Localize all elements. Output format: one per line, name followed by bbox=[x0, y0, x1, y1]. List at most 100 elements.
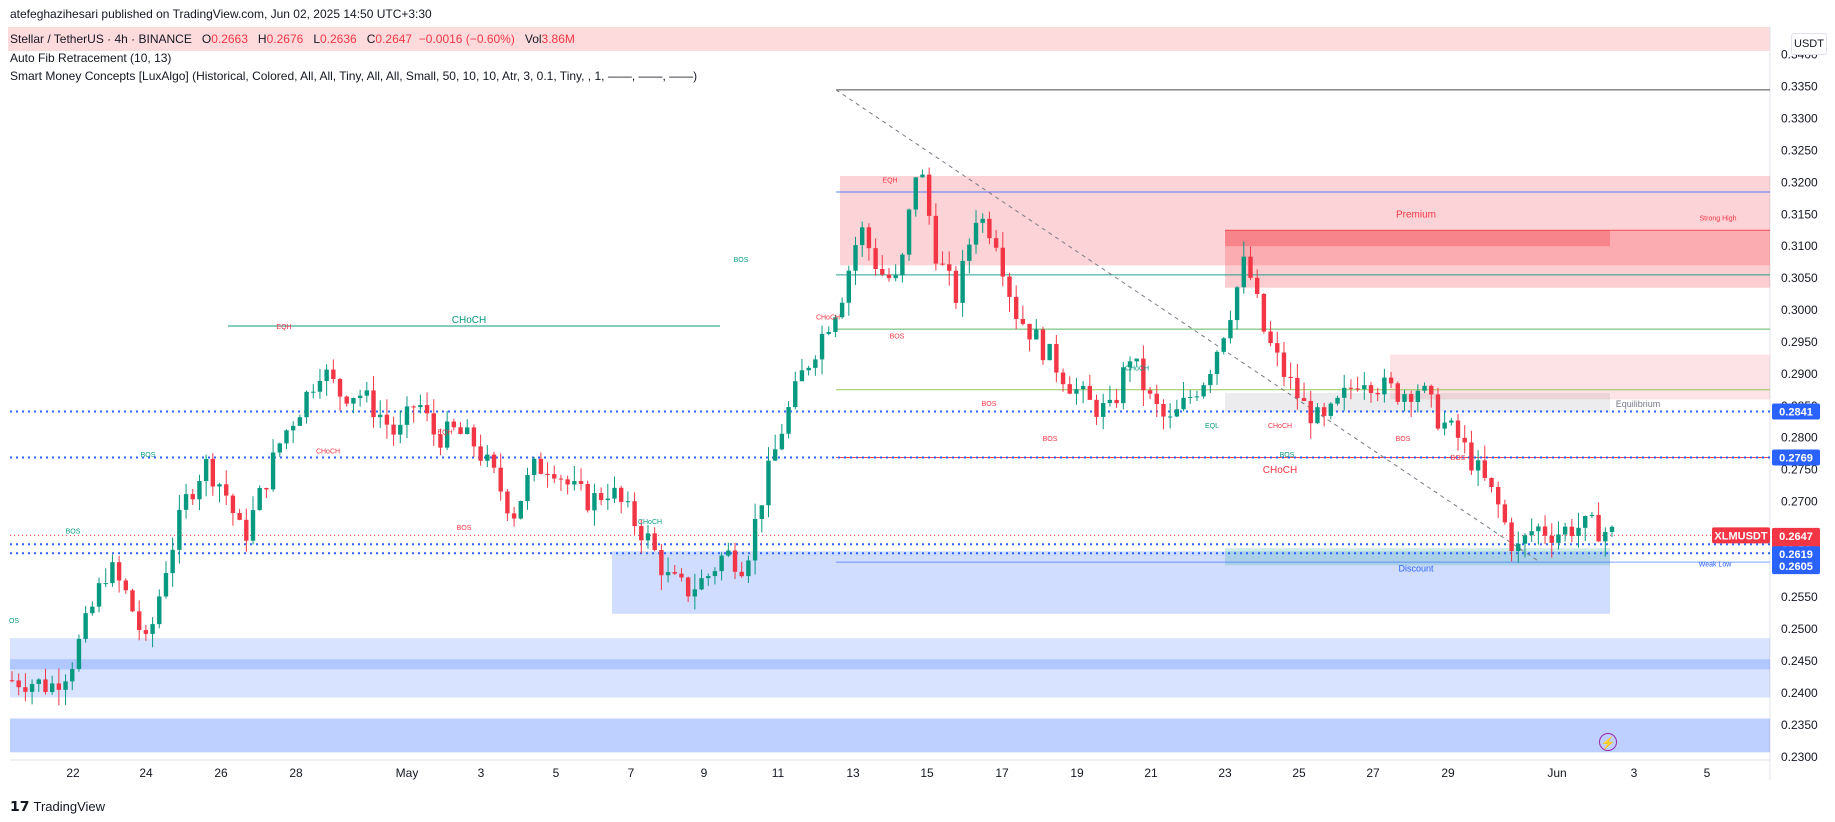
candle-body bbox=[170, 549, 175, 574]
candle-body bbox=[150, 624, 155, 634]
candle-body bbox=[1542, 526, 1548, 536]
candle-body bbox=[833, 317, 838, 332]
price-badge-bg bbox=[1772, 403, 1820, 420]
y-tick-label: 0.2450 bbox=[1781, 654, 1818, 668]
price-chart[interactable]: CHoCH EQH BOS BOS CHoCH EQH BOS BOS CHoCH BOS EQH C… bbox=[0, 26, 1835, 796]
change-value: −0.0016 (−0.60%) bbox=[418, 32, 515, 46]
candle-body bbox=[451, 421, 457, 428]
candle-body bbox=[1034, 329, 1039, 340]
annotation-eql: EQL bbox=[1205, 423, 1219, 430]
candle-body bbox=[317, 380, 323, 392]
y-tick-label: 0.3000 bbox=[1781, 303, 1818, 317]
x-tick-label: 13 bbox=[846, 766, 860, 780]
candle-body bbox=[552, 474, 557, 479]
candle-body bbox=[1335, 397, 1340, 404]
y-tick-label: 0.2400 bbox=[1781, 686, 1818, 700]
candle-body bbox=[1348, 387, 1354, 389]
candle-body bbox=[36, 679, 41, 684]
candle-body bbox=[1288, 376, 1293, 378]
candle-body bbox=[16, 680, 21, 688]
candle-body bbox=[1495, 486, 1501, 505]
candle-body bbox=[56, 683, 62, 690]
discount-zone-bottom bbox=[10, 718, 1770, 753]
indicator-smc-legend[interactable]: Smart Money Concepts [LuxAlgo] (Historic… bbox=[10, 69, 698, 83]
candle-body bbox=[103, 583, 108, 585]
candle-body bbox=[217, 484, 222, 487]
high-value: 0.2676 bbox=[266, 32, 304, 46]
candle-body bbox=[612, 487, 617, 499]
candle-body bbox=[1188, 397, 1193, 399]
candle-body bbox=[652, 533, 657, 550]
candle-body bbox=[947, 264, 952, 271]
currency-selector[interactable]: USDT bbox=[1791, 33, 1827, 55]
candle-body bbox=[1013, 296, 1019, 320]
price-badge-bg bbox=[1772, 558, 1820, 575]
candle-body bbox=[1054, 343, 1059, 373]
candle-body bbox=[364, 390, 370, 396]
candle-body bbox=[960, 260, 965, 303]
candle-body bbox=[1254, 277, 1260, 295]
symbol-name: Stellar / TetherUS · 4h · BINANCE bbox=[10, 32, 192, 46]
candle-body bbox=[1295, 377, 1300, 399]
x-tick-label: 15 bbox=[920, 766, 934, 780]
candle-body bbox=[505, 491, 510, 514]
x-tick-label: 26 bbox=[214, 766, 228, 780]
candle-body bbox=[866, 227, 872, 249]
candle-body bbox=[398, 424, 403, 435]
candle-body bbox=[1107, 399, 1113, 404]
candle-body bbox=[1221, 338, 1226, 352]
candle-body bbox=[1449, 420, 1454, 423]
candle-body bbox=[163, 573, 169, 597]
candle-body bbox=[1368, 385, 1374, 393]
candle-body bbox=[900, 254, 905, 276]
candle-body bbox=[860, 227, 865, 246]
candle-body bbox=[491, 454, 497, 468]
candle-body bbox=[183, 494, 189, 510]
candles bbox=[9, 167, 1615, 706]
x-tick-label: 22 bbox=[66, 766, 80, 780]
candle-body bbox=[732, 550, 738, 572]
price-badge-label: 0.2605 bbox=[1779, 561, 1813, 573]
candle-body bbox=[719, 555, 724, 572]
candle-body bbox=[1475, 460, 1481, 471]
price-badge-label: 0.2841 bbox=[1779, 407, 1813, 419]
annotation-eqh-3: EQH bbox=[882, 177, 897, 184]
candle-body bbox=[813, 359, 818, 368]
candle-body bbox=[203, 458, 209, 482]
candle-body bbox=[444, 421, 450, 448]
candle-body bbox=[920, 174, 925, 178]
candle-body bbox=[572, 481, 577, 485]
candle-body bbox=[953, 270, 959, 303]
candle-body bbox=[639, 526, 644, 541]
candle-body bbox=[130, 590, 135, 612]
annotation-bos-6: BOS bbox=[982, 401, 997, 408]
candle-body bbox=[1402, 394, 1407, 402]
candle-body bbox=[237, 513, 242, 520]
label-equilibrium: Equilibrium bbox=[1616, 399, 1661, 409]
candle-body bbox=[619, 487, 624, 502]
candle-body bbox=[1355, 388, 1360, 390]
premium-zone bbox=[840, 175, 1770, 266]
candle-body bbox=[331, 369, 336, 380]
annotation-bos-4: BOS bbox=[734, 257, 749, 264]
indicator-fib-legend[interactable]: Auto Fib Retracement (10, 13) bbox=[10, 51, 172, 65]
candle-body bbox=[224, 484, 229, 496]
candle-body bbox=[411, 406, 416, 408]
lightning-icon[interactable]: ⚡ bbox=[1599, 733, 1617, 751]
candle-body bbox=[264, 487, 269, 490]
discount-zone-inner bbox=[1225, 548, 1610, 566]
candle-body bbox=[1248, 256, 1253, 278]
candle-body bbox=[1147, 390, 1153, 394]
candle-body bbox=[177, 509, 182, 550]
price-badge-bg bbox=[1772, 527, 1820, 544]
annotation-eqh-2: EQH bbox=[437, 429, 452, 436]
candle-body bbox=[424, 405, 430, 414]
candle-body bbox=[1208, 374, 1213, 386]
candle-body bbox=[284, 430, 289, 444]
candle-body bbox=[1321, 407, 1327, 416]
annotation-choch-4: CHoCH bbox=[816, 315, 840, 322]
candle-body bbox=[1395, 383, 1400, 402]
candle-body bbox=[257, 487, 262, 511]
candle-body bbox=[391, 424, 396, 435]
annotation-bos-7: BOS bbox=[1043, 436, 1058, 443]
